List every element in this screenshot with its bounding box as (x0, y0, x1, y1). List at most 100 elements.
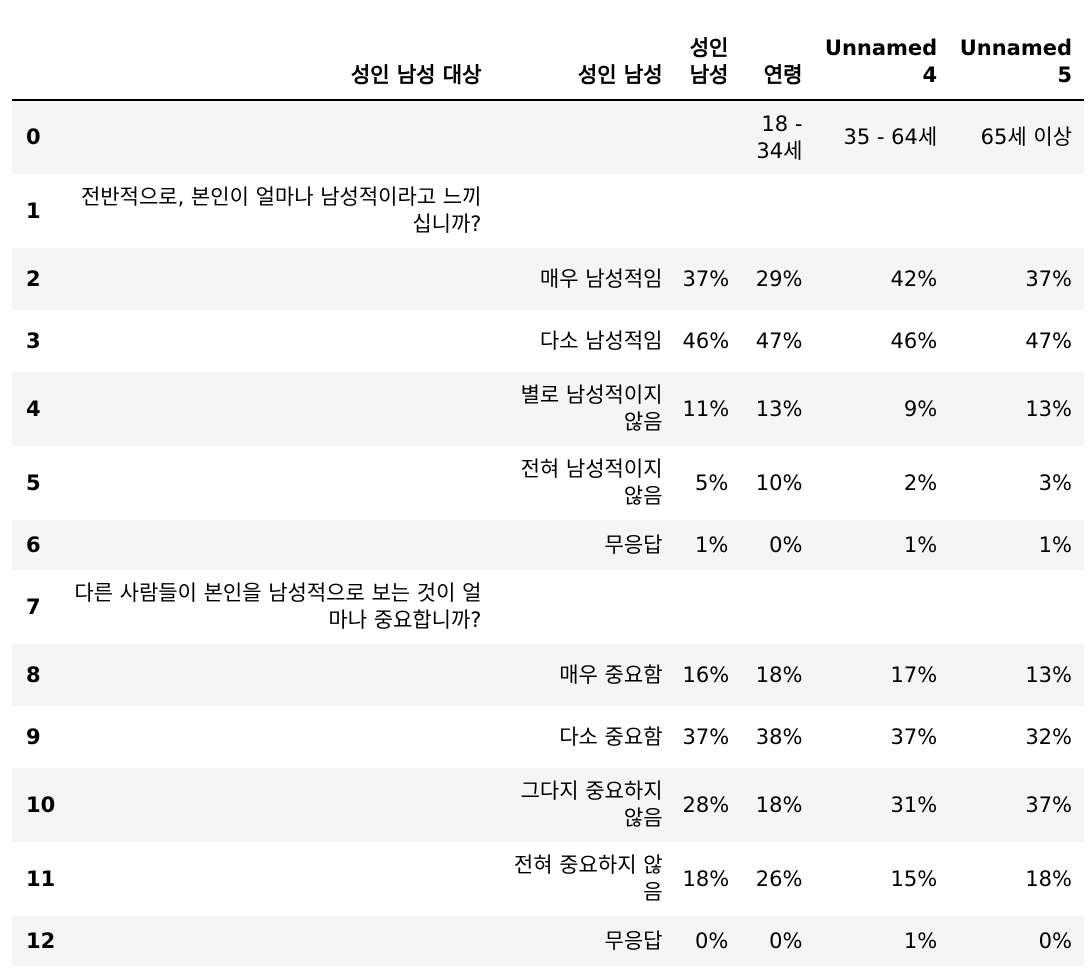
cell-col-4: 38% (755, 724, 803, 749)
row-index: 6 (26, 532, 41, 557)
cell-col-2: 전혀 중요하지 않음 (513, 853, 663, 904)
row-index: 9 (26, 724, 41, 749)
cell-col-2: 전혀 남성적이지 않음 (520, 457, 663, 508)
header-row: 성인 남성 대상 성인 남성 성인 남성 연령 Unnamed 4 Unname… (12, 28, 1084, 101)
row-index: 10 (26, 792, 56, 817)
table-row: 3 다소 남성적임 46% 47% 46% 47% (12, 310, 1084, 372)
cell-col-5: 15% (890, 866, 938, 891)
cell-col-3: 28% (682, 792, 730, 817)
cell-col-4 (740, 174, 814, 248)
row-index: 12 (26, 928, 56, 953)
cell-col-6 (949, 570, 1084, 644)
row-index: 8 (26, 662, 41, 687)
table-row: 4 별로 남성적이지 않음 11% 13% 9% 13% (12, 372, 1084, 446)
cell-col-5: 2% (903, 470, 938, 495)
cell-col-6: 47% (1025, 328, 1072, 353)
table-row: 12 무응답 0% 0% 1% 0% (12, 916, 1084, 966)
table-row: 8 매우 중요함 16% 18% 17% 13% (12, 644, 1084, 706)
table-row: 7 다른 사람들이 본인을 남성적으로 보는 것이 얼마나 중요합니까? (12, 570, 1084, 644)
header-col-2: 성인 남성 (493, 28, 675, 101)
row-index: 1 (26, 198, 41, 223)
cell-col-5: 31% (890, 792, 938, 817)
cell-col-3 (675, 100, 741, 174)
cell-col-2 (493, 100, 674, 174)
cell-col-5 (814, 174, 949, 248)
cell-col-3: 46% (682, 328, 730, 353)
cell-col-6: 13% (1025, 396, 1072, 421)
cell-col-6: 37% (1025, 266, 1072, 291)
row-index: 0 (26, 125, 41, 149)
cell-col-2 (493, 570, 674, 644)
cell-col-2: 다소 남성적임 (539, 328, 663, 353)
header-col-1: 성인 남성 대상 (65, 28, 494, 101)
cell-col-2: 무응답 (604, 532, 663, 557)
cell-col-1 (65, 310, 493, 372)
cell-col-4: 0% (769, 928, 803, 953)
cell-col-1: 전반적으로, 본인이 얼마나 남성적이라고 느끼십니까? (80, 185, 482, 236)
table-header: 성인 남성 대상 성인 남성 성인 남성 연령 Unnamed 4 Unname… (12, 28, 1084, 101)
table-row: 6 무응답 1% 0% 1% 1% (12, 520, 1084, 570)
row-index: 2 (26, 266, 41, 291)
cell-col-5: 46% (890, 328, 938, 353)
cell-col-1 (65, 372, 493, 446)
cell-col-5: 1% (903, 532, 938, 557)
cell-col-3: 11% (682, 396, 730, 421)
cell-col-1 (65, 706, 493, 768)
cell-col-4: 29% (755, 266, 803, 291)
cell-col-2: 무응답 (604, 928, 663, 953)
cell-col-3: 0% (695, 928, 729, 953)
cell-col-6: 1% (1038, 532, 1072, 557)
cell-col-5: 35 - 64세 (843, 125, 938, 149)
row-index: 5 (26, 470, 41, 495)
row-index: 11 (26, 866, 56, 891)
header-index (12, 28, 66, 101)
header-col-3: 성인 남성 (674, 28, 741, 101)
cell-col-2: 별로 남성적이지 않음 (520, 383, 663, 434)
cell-col-4: 18 - 34세 (756, 111, 803, 163)
dataframe-table: 성인 남성 대상 성인 남성 성인 남성 연령 Unnamed 4 Unname… (12, 28, 1084, 966)
cell-col-1 (65, 446, 493, 520)
cell-col-1 (65, 100, 493, 174)
cell-col-3: 37% (682, 724, 730, 749)
cell-col-4: 0% (769, 532, 803, 557)
cell-col-6: 37% (1025, 792, 1072, 817)
row-index: 4 (26, 396, 41, 421)
table-row: 11 전혀 중요하지 않음 18% 26% 15% 18% (12, 842, 1084, 916)
cell-col-1 (65, 916, 493, 966)
cell-col-1 (65, 842, 493, 916)
table-row: 10 그다지 중요하지 않음 28% 18% 31% 37% (12, 768, 1084, 842)
cell-col-2: 매우 남성적임 (539, 266, 663, 291)
cell-col-5: 37% (890, 724, 938, 749)
cell-col-2: 매우 중요함 (559, 662, 663, 687)
cell-col-3: 1% (695, 532, 729, 557)
cell-col-3 (675, 174, 741, 248)
cell-col-6: 65세 이상 (980, 125, 1072, 149)
cell-col-5 (814, 570, 949, 644)
cell-col-3 (675, 570, 741, 644)
cell-col-1: 다른 사람들이 본인을 남성적으로 보는 것이 얼마나 중요합니까? (74, 581, 482, 632)
header-col-6: Unnamed 5 (949, 28, 1084, 101)
table-row: 5 전혀 남성적이지 않음 5% 10% 2% 3% (12, 446, 1084, 520)
cell-col-4: 26% (755, 866, 803, 891)
table-row: 1 전반적으로, 본인이 얼마나 남성적이라고 느끼십니까? (12, 174, 1084, 248)
cell-col-3: 37% (682, 266, 730, 291)
cell-col-6: 18% (1025, 866, 1072, 891)
header-col-4: 연령 (740, 28, 815, 101)
cell-col-4: 18% (755, 662, 803, 687)
cell-col-1 (65, 768, 493, 842)
cell-col-5: 1% (903, 928, 938, 953)
cell-col-3: 18% (682, 866, 730, 891)
cell-col-5: 42% (890, 266, 938, 291)
cell-col-6: 3% (1038, 470, 1072, 495)
cell-col-4: 13% (755, 396, 803, 421)
cell-col-4 (740, 570, 814, 644)
header-col-5: Unnamed 4 (814, 28, 950, 101)
table-row: 0 18 - 34세 35 - 64세 65세 이상 (12, 100, 1084, 174)
cell-col-6 (949, 174, 1084, 248)
cell-col-2 (493, 174, 674, 248)
table-body: 0 18 - 34세 35 - 64세 65세 이상 1 전반적으로, 본인이 얼마나 남… (12, 100, 1084, 966)
cell-col-5: 9% (903, 396, 938, 421)
cell-col-3: 5% (695, 470, 729, 495)
cell-col-5: 17% (890, 662, 938, 687)
row-index: 7 (26, 594, 41, 619)
